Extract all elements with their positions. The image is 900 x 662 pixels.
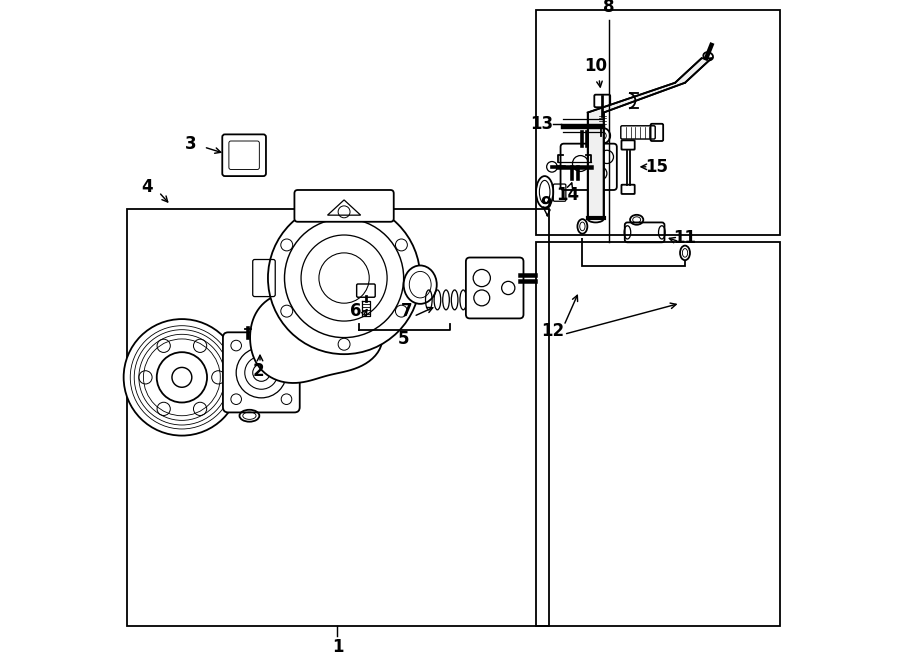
Text: 10: 10 bbox=[584, 57, 608, 75]
Text: 15: 15 bbox=[645, 158, 668, 176]
FancyBboxPatch shape bbox=[223, 332, 300, 412]
Ellipse shape bbox=[404, 265, 436, 304]
Text: 14: 14 bbox=[556, 185, 580, 204]
FancyBboxPatch shape bbox=[222, 134, 266, 176]
Circle shape bbox=[123, 319, 240, 436]
Circle shape bbox=[268, 202, 420, 354]
FancyBboxPatch shape bbox=[466, 258, 524, 318]
Bar bbox=[536, 10, 779, 235]
Text: 12: 12 bbox=[541, 322, 564, 340]
Text: 8: 8 bbox=[603, 0, 615, 16]
Text: 9: 9 bbox=[540, 195, 552, 213]
Bar bbox=[536, 242, 779, 626]
Text: 7: 7 bbox=[401, 302, 413, 320]
Text: 6: 6 bbox=[350, 302, 362, 320]
Text: 5: 5 bbox=[398, 330, 410, 348]
Text: 4: 4 bbox=[141, 177, 153, 196]
Polygon shape bbox=[588, 58, 712, 218]
Text: 11: 11 bbox=[673, 229, 697, 248]
Ellipse shape bbox=[588, 214, 604, 222]
Text: 1: 1 bbox=[332, 638, 343, 657]
Text: 2: 2 bbox=[252, 361, 264, 380]
FancyBboxPatch shape bbox=[294, 190, 393, 222]
Polygon shape bbox=[250, 292, 382, 383]
Text: 13: 13 bbox=[530, 115, 553, 134]
Bar bbox=[127, 209, 549, 626]
Text: 3: 3 bbox=[184, 135, 196, 154]
